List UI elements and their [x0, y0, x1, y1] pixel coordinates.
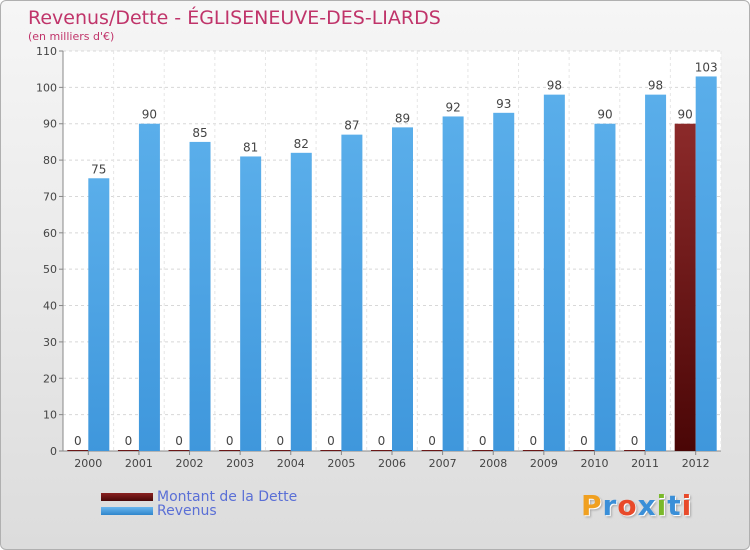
y-tick-label: 60	[43, 227, 57, 240]
data-label-revenus: 82	[294, 137, 309, 151]
bar-revenus	[695, 76, 717, 452]
logo-letter: o	[617, 489, 638, 522]
bar-dette	[472, 450, 494, 451]
bar-revenus	[442, 116, 464, 452]
data-label-revenus: 85	[192, 126, 207, 140]
x-tick-label: 2010	[580, 457, 608, 470]
x-tick-label: 2000	[74, 457, 102, 470]
bar-revenus	[392, 127, 413, 451]
y-tick-label: 50	[43, 263, 57, 276]
x-tick-label: 2001	[125, 457, 153, 470]
bar-dette	[573, 450, 595, 451]
bar-dette	[219, 450, 241, 451]
bar-dette	[522, 450, 544, 451]
data-label-dette: 0	[631, 434, 639, 448]
x-tick-label: 2003	[226, 457, 254, 470]
data-label-dette: 0	[175, 434, 183, 448]
data-label-dette: 0	[580, 434, 588, 448]
bar-revenus	[138, 123, 160, 452]
bar-dette	[269, 450, 291, 451]
logo-letter: P	[581, 489, 603, 522]
bar-dette	[371, 450, 392, 451]
bar-revenus	[290, 152, 312, 451]
legend-label-dette: Montant de la Dette	[157, 489, 298, 505]
data-label-revenus: 98	[648, 79, 663, 93]
bar-dette	[674, 123, 696, 452]
logo-letter: i	[656, 489, 668, 522]
legend-swatch-dette	[101, 493, 153, 501]
legend-swatch-revenus	[101, 507, 153, 515]
x-tick-label: 2007	[429, 457, 457, 470]
data-label-dette: 0	[125, 434, 133, 448]
data-label-revenus: 89	[395, 111, 410, 125]
data-label-revenus: 81	[243, 140, 258, 154]
x-tick-label: 2004	[277, 457, 305, 470]
x-tick-label: 2011	[631, 457, 659, 470]
bar-revenus	[543, 94, 565, 452]
bar-dette	[320, 450, 342, 451]
data-label-dette: 0	[428, 434, 436, 448]
data-label-revenus: 90	[597, 108, 612, 122]
data-label-dette: 0	[479, 434, 487, 448]
y-tick-label: 40	[43, 300, 57, 313]
legend-item-dette: Montant de la Dette	[101, 489, 297, 505]
y-tick-label: 90	[43, 118, 57, 131]
chart-subtitle: (en milliers d'€)	[28, 30, 115, 43]
data-label-dette: 0	[378, 434, 386, 448]
bar-revenus	[493, 112, 515, 452]
data-label-dette: 90	[678, 108, 693, 122]
y-tick-label: 100	[36, 81, 57, 94]
y-tick-label: 110	[36, 45, 57, 58]
bar-revenus	[240, 156, 262, 452]
data-label-revenus: 98	[547, 79, 562, 93]
y-tick-label: 80	[43, 154, 57, 167]
bar-dette	[67, 450, 89, 451]
data-label-revenus: 75	[91, 162, 106, 176]
logo-letter: t	[667, 489, 682, 522]
x-tick-label: 2002	[176, 457, 204, 470]
logo-letter: i	[681, 489, 693, 522]
bar-dette	[117, 450, 139, 451]
data-label-dette: 0	[327, 434, 335, 448]
data-label-dette: 0	[74, 434, 82, 448]
proxiti-logo: Proxiti	[581, 489, 692, 522]
logo-letter: x	[637, 489, 657, 522]
y-tick-label: 30	[43, 336, 57, 349]
y-tick-label: 70	[43, 190, 57, 203]
x-tick-label: 2005	[327, 457, 355, 470]
data-label-revenus: 90	[142, 108, 157, 122]
chart-title: Revenus/Dette - ÉGLISENEUVE-DES-LIARDS	[28, 7, 441, 29]
y-tick-label: 10	[43, 409, 57, 422]
logo-letter: r	[602, 489, 618, 522]
bar-dette	[624, 450, 646, 451]
bar-dette	[421, 450, 443, 451]
y-tick-label: 0	[50, 445, 57, 458]
data-label-dette: 0	[276, 434, 284, 448]
y-tick-label: 20	[43, 372, 57, 385]
bar-revenus	[341, 134, 363, 452]
x-tick-label: 2006	[378, 457, 406, 470]
bar-revenus	[645, 94, 667, 452]
legend-label-revenus: Revenus	[157, 503, 217, 519]
bar-revenus	[88, 178, 110, 452]
data-label-dette: 0	[226, 434, 234, 448]
bar-dette	[168, 450, 190, 451]
data-label-dette: 0	[530, 434, 538, 448]
data-label-revenus: 92	[445, 100, 460, 114]
x-tick-label: 2009	[530, 457, 558, 470]
data-label-revenus: 103	[695, 60, 718, 74]
x-tick-label: 2012	[682, 457, 710, 470]
bar-revenus	[594, 123, 616, 452]
data-label-revenus: 93	[496, 97, 511, 111]
bar-revenus	[189, 141, 211, 451]
x-tick-label: 2008	[479, 457, 507, 470]
legend-item-revenus: Revenus	[101, 503, 217, 519]
data-label-revenus: 87	[344, 119, 359, 133]
